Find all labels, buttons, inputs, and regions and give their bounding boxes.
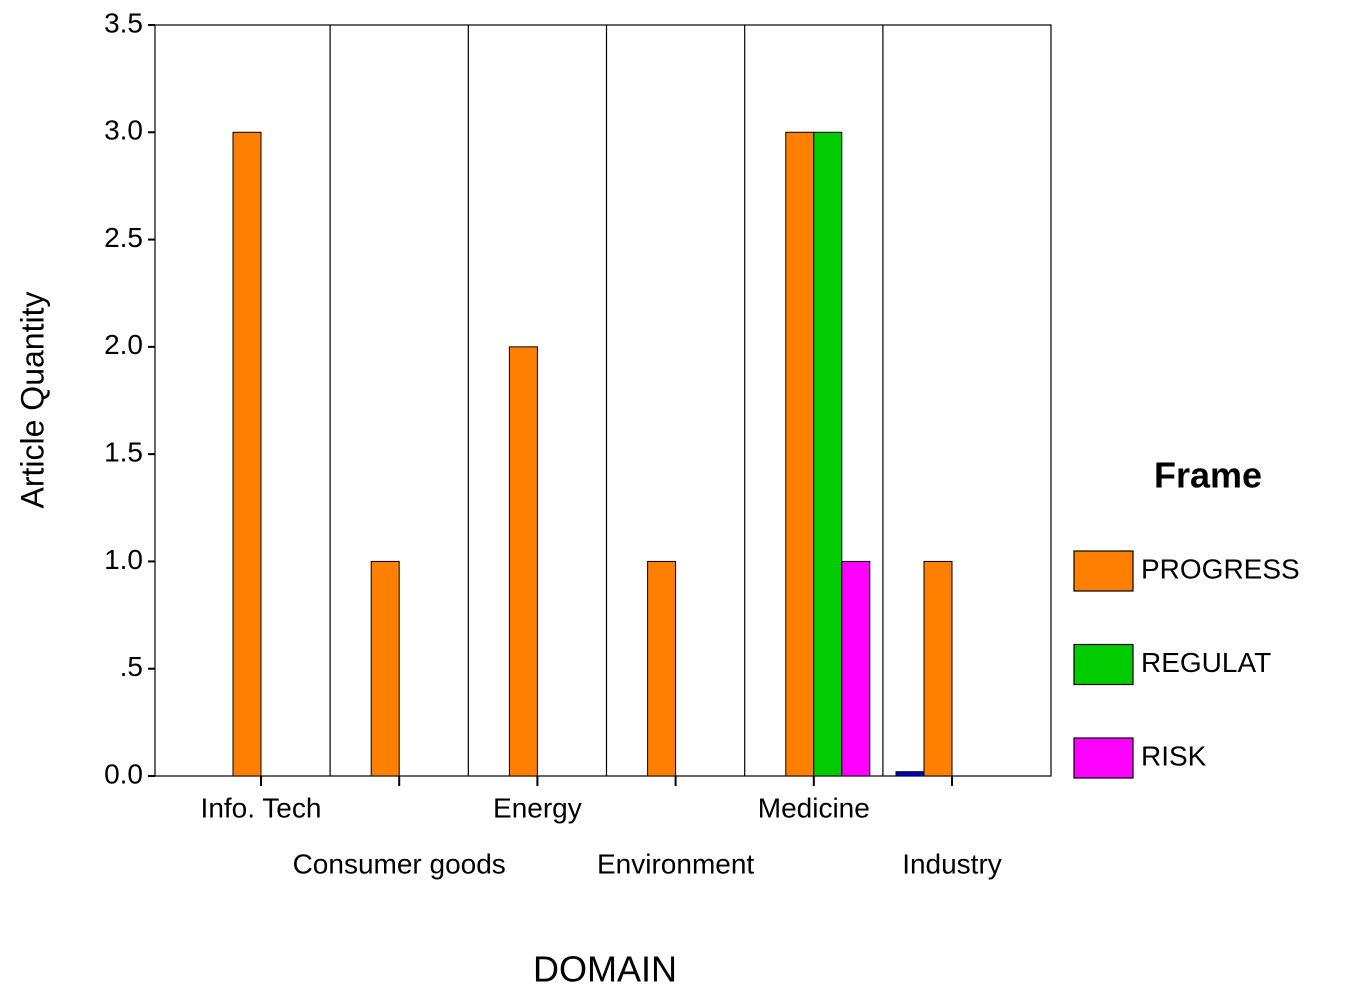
legend-swatch — [1073, 737, 1134, 779]
legend-label: REGULAT — [1141, 647, 1271, 678]
bar — [508, 346, 538, 777]
y-tick-label: 0.0 — [104, 758, 143, 789]
legend-label: PROGRESS — [1141, 553, 1300, 584]
bar — [841, 560, 871, 777]
y-tick-label: 3.5 — [104, 7, 143, 38]
bar — [895, 771, 925, 777]
y-axis-label: Article Quantity — [14, 292, 50, 509]
bar — [813, 131, 843, 777]
x-axis-label: DOMAIN — [533, 949, 677, 990]
bar — [923, 560, 953, 777]
legend-label: RISK — [1141, 740, 1207, 771]
y-tick-label: 2.5 — [104, 222, 143, 253]
x-tick-label: Industry — [902, 848, 1002, 879]
y-tick-label: 3.0 — [104, 115, 143, 146]
x-tick-label: Consumer goods — [293, 848, 506, 879]
y-tick-label: 1.5 — [104, 437, 143, 468]
x-tick-label: Environment — [597, 848, 754, 879]
y-tick-label: 1.0 — [104, 544, 143, 575]
x-tick-label: Info. Tech — [201, 792, 322, 823]
bar — [370, 560, 400, 777]
x-tick-label: Medicine — [758, 792, 870, 823]
plot-frame — [154, 24, 1052, 777]
y-tick-label: .5 — [120, 651, 143, 682]
legend-title: Frame — [1154, 455, 1262, 496]
bar — [785, 131, 815, 777]
legend-swatch — [1073, 550, 1134, 592]
x-tick-label: Energy — [493, 792, 582, 823]
legend-swatch — [1073, 643, 1134, 686]
bar — [232, 131, 262, 777]
bar — [647, 560, 677, 777]
y-tick-label: 2.0 — [104, 329, 143, 360]
